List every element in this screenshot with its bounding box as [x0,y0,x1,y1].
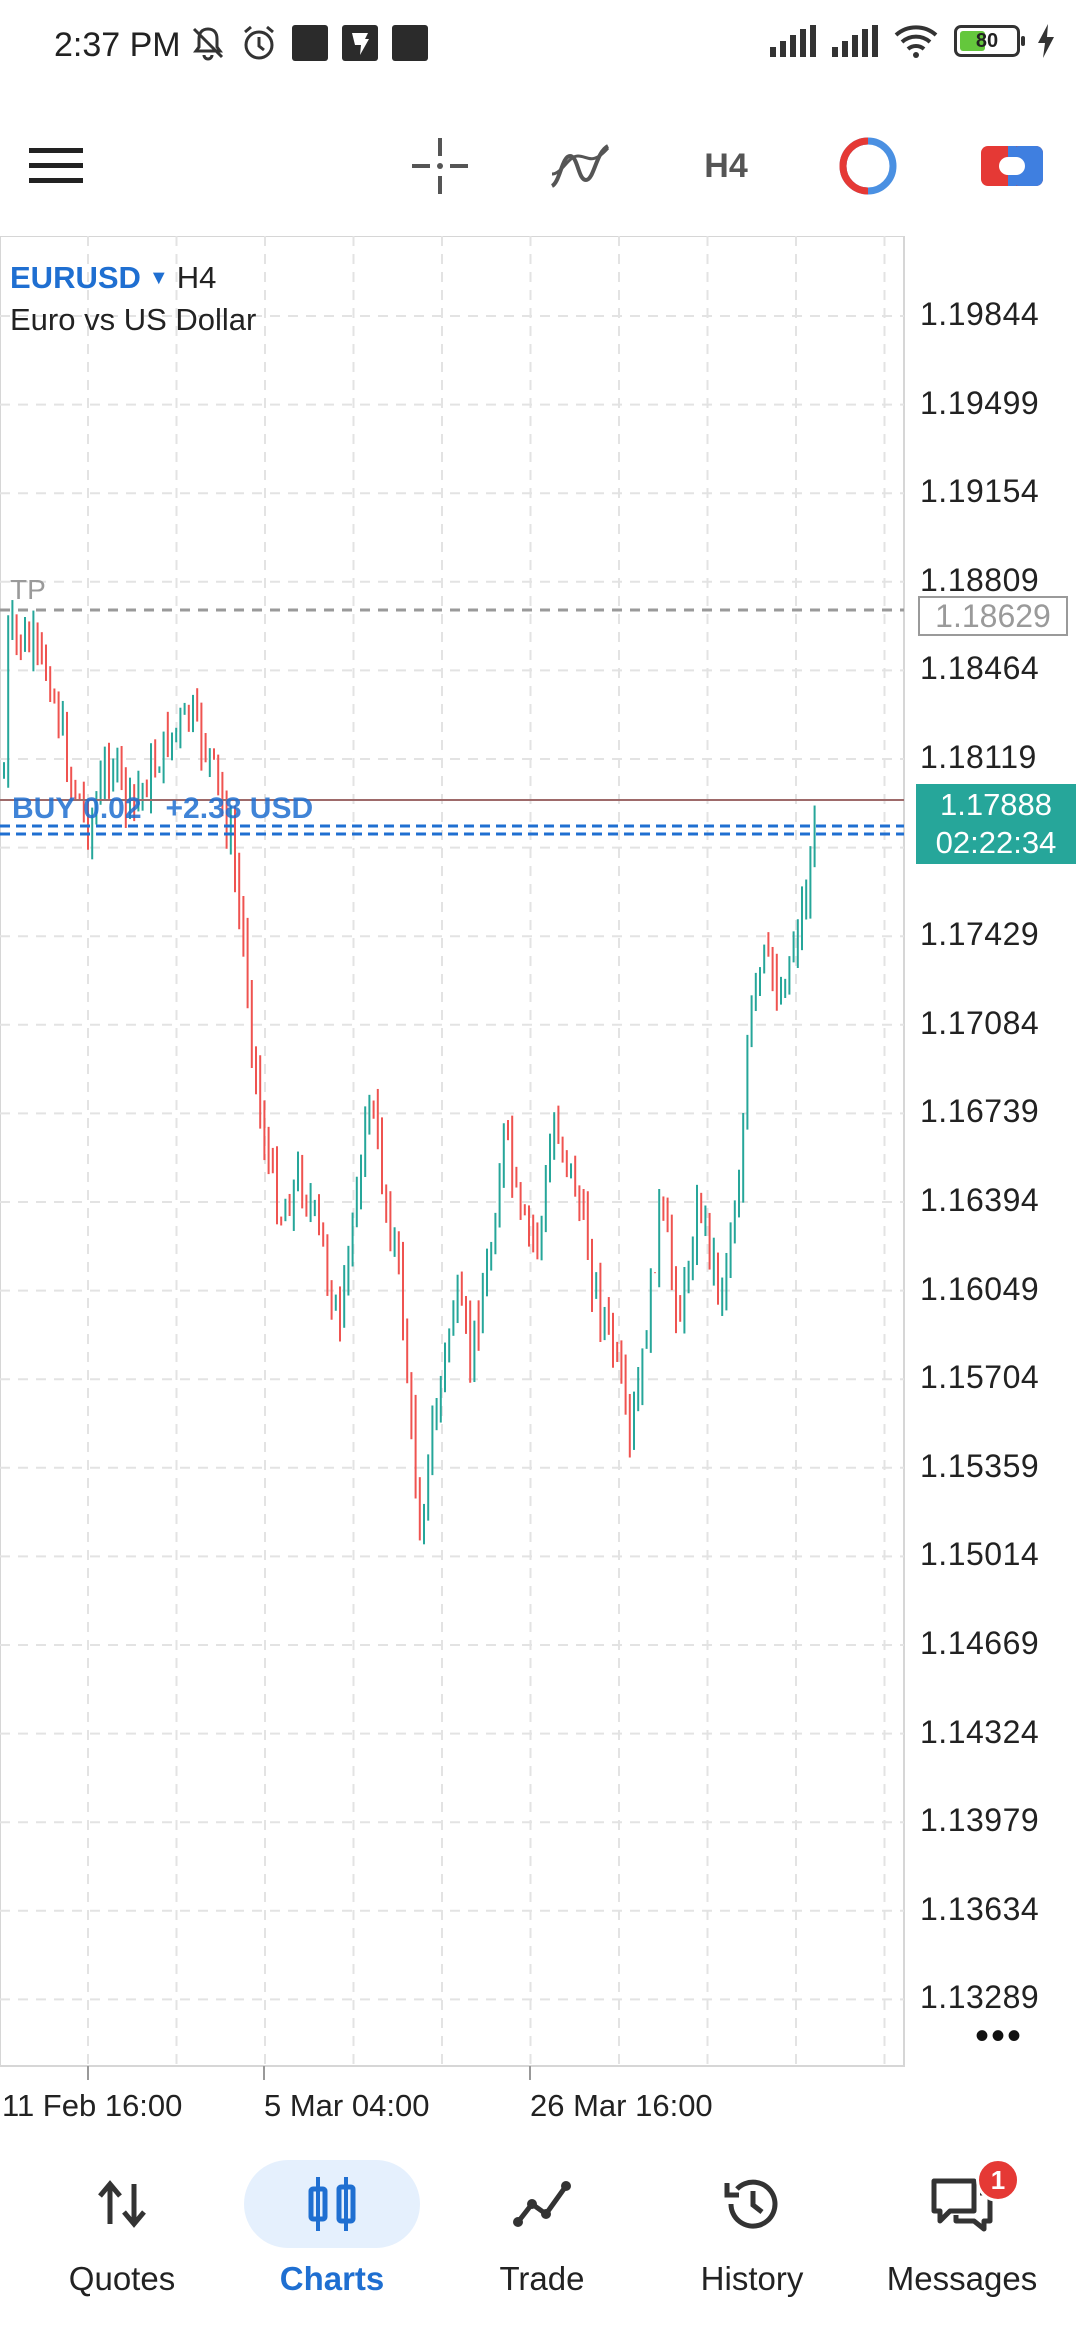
price-label: 1.13979 [920,1802,1040,1839]
nav-label: History [700,2260,804,2297]
notification-icon [292,25,328,61]
price-label: 1.15014 [920,1536,1040,1573]
date-label: 5 Mar 04:00 [264,2088,430,2123]
bottom-navigation: Quotes Charts Trade History 1 Messages [0,2150,1080,2340]
more-options-button[interactable]: ••• [975,2014,1024,2058]
nav-label: Trade [499,2260,585,2297]
indicators-icon [550,144,610,188]
notification-icon [392,25,428,61]
menu-button[interactable] [8,118,104,214]
nav-quotes[interactable]: Quotes [22,2160,222,2310]
trade-session-icon [839,137,897,195]
wifi-icon [894,25,938,58]
trade-session-button[interactable] [820,118,916,214]
crosshair-icon [412,138,468,194]
timeframe-button[interactable]: H4 [678,118,774,214]
tp-price-label: 1.18629 [918,596,1068,636]
price-label: 1.19499 [920,384,1040,421]
battery-level: 80 [975,29,999,52]
status-icons-left [190,24,428,62]
price-label: 1.18464 [920,650,1040,687]
menu-icon [29,148,83,183]
status-time: 2:37 PM [54,26,181,64]
history-icon [724,2179,778,2229]
price-label: 1.16394 [920,1182,1040,1218]
price-label: 1.19154 [920,473,1040,510]
status-bar: 2:37 PM 80 [0,0,1080,96]
charging-icon [1038,24,1054,58]
price-label: 1.16739 [920,1093,1040,1130]
chart-area[interactable]: EURUSD ▼ H4 Euro vs US Dollar 1.19844 1.1… [0,236,1080,2123]
nav-messages[interactable]: 1 Messages [862,2158,1062,2310]
nav-history[interactable]: History [652,2160,852,2310]
symbol-description: Euro vs US Dollar [10,302,257,337]
date-label: 11 Feb 16:00 [2,2088,183,2123]
symbol-timeframe: H4 [176,260,217,295]
price-label: 1.14324 [920,1713,1040,1750]
status-icons-right: 80 [770,24,1056,58]
quotes-icon [98,2180,146,2228]
mute-icon [192,27,224,61]
date-label: 26 Mar 16:00 [530,2088,713,2123]
charts-icon [308,2177,356,2231]
signal-icon [770,25,816,57]
buy-volume: BUY 0.02 [12,792,142,825]
nav-label: Messages [886,2260,1038,2297]
signal-icon [832,25,878,57]
price-label: 1.15359 [920,1447,1040,1484]
price-label: 1.15704 [920,1359,1040,1396]
symbol-name[interactable]: EURUSD [10,260,141,295]
nav-label: Charts [279,2260,385,2297]
current-price: 1.17888 [939,787,1053,822]
buy-profit: +2.38 USD [165,792,314,825]
plot-border [0,236,905,2067]
nav-label: Quotes [68,2260,176,2297]
app-icon [342,25,378,61]
price-label: 1.19844 [920,296,1040,332]
indicators-button[interactable] [532,118,628,214]
alarm-icon [244,25,274,60]
chevron-down-icon[interactable]: ▼ [148,266,169,289]
current-price-label: 1.17888 02:22:34 [916,784,1076,864]
bar-countdown: 02:22:34 [935,825,1057,860]
price-label: 1.17084 [920,1004,1040,1041]
one-click-trading-icon [981,146,1043,186]
symbol-header[interactable]: EURUSD ▼ H4 [10,260,216,296]
tp-tag: TP [10,574,46,605]
battery-icon: 80 [954,25,1025,57]
price-label: 1.13634 [920,1890,1040,1927]
buy-position-label[interactable]: BUY 0.02 +2.38 USD [12,792,313,826]
timeframe-label: H4 [704,146,748,185]
messages-badge: 1 [976,2158,1020,2202]
nav-trade[interactable]: Trade [442,2160,642,2310]
price-label: 1.16049 [920,1270,1040,1307]
chart-toolbar: H4 [0,96,1080,236]
one-click-trading-button[interactable] [964,118,1060,214]
price-label: 1.17429 [920,916,1040,953]
price-label: 1.14669 [920,1625,1040,1661]
price-label: 1.18119 [920,739,1037,775]
crosshair-button[interactable] [392,118,488,214]
price-chart[interactable] [0,236,1080,2086]
nav-charts[interactable]: Charts [232,2160,432,2310]
trade-icon [513,2181,571,2227]
price-label: 1.13289 [920,1979,1040,2016]
price-label: 1.18809 [920,561,1040,598]
